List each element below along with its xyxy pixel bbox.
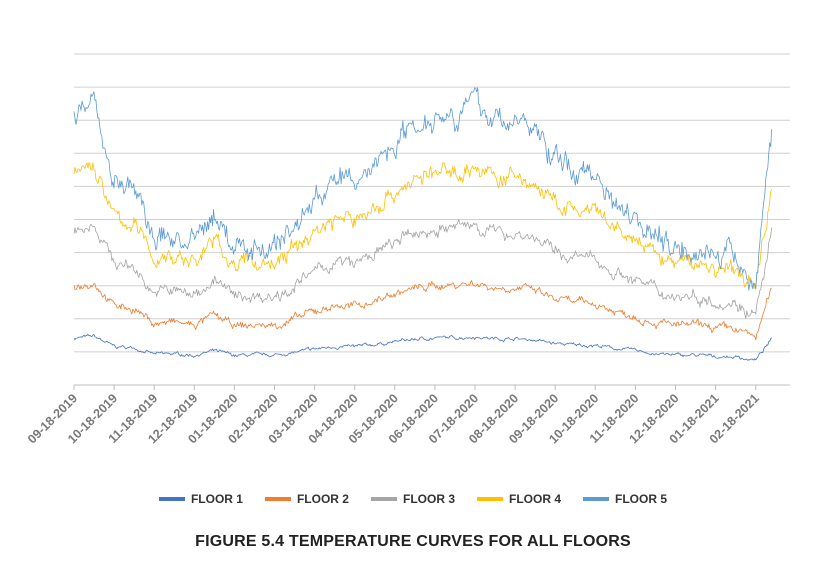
legend-label: FLOOR 3: [402, 492, 455, 506]
legend-swatch: [477, 497, 503, 501]
series-line-floor-2: [73, 280, 772, 341]
temperature-chart: 09-18-201910-18-201911-18-201912-18-2019…: [25, 53, 790, 446]
series-line-floor-4: [73, 161, 773, 290]
series-line-floor-3: [73, 219, 773, 319]
x-axis: 09-18-201910-18-201911-18-201912-18-2019…: [25, 384, 790, 446]
legend-floor-2: FLOOR 2: [264, 492, 349, 506]
legend-swatch: [583, 497, 610, 501]
legend-label: FLOOR 5: [615, 492, 668, 506]
figure-caption: FIGURE 5.4 TEMPERATURE CURVES FOR ALL FL…: [195, 533, 631, 550]
legend-swatch: [264, 497, 291, 501]
series-lines: [73, 87, 773, 361]
series-line-floor-1: [73, 333, 773, 361]
legend-label: FLOOR 2: [296, 492, 349, 506]
legend-label: FLOOR 4: [509, 492, 562, 506]
series-line-floor-5: [73, 87, 773, 291]
legend-swatch: [158, 497, 185, 501]
legend: FLOOR 1 FLOOR 2 FLOOR 3 FLOOR 4 FLOOR 5: [0, 492, 826, 506]
legend-floor-5: FLOOR 5: [583, 492, 667, 506]
legend-label: FLOOR 1: [190, 492, 243, 506]
legend-floor-4: FLOOR 4: [477, 492, 561, 506]
legend-floor-3: FLOOR 3: [370, 492, 455, 506]
legend-floor-1: FLOOR 1: [158, 492, 243, 506]
legend-swatch: [370, 497, 397, 501]
gridlines: [74, 53, 790, 353]
